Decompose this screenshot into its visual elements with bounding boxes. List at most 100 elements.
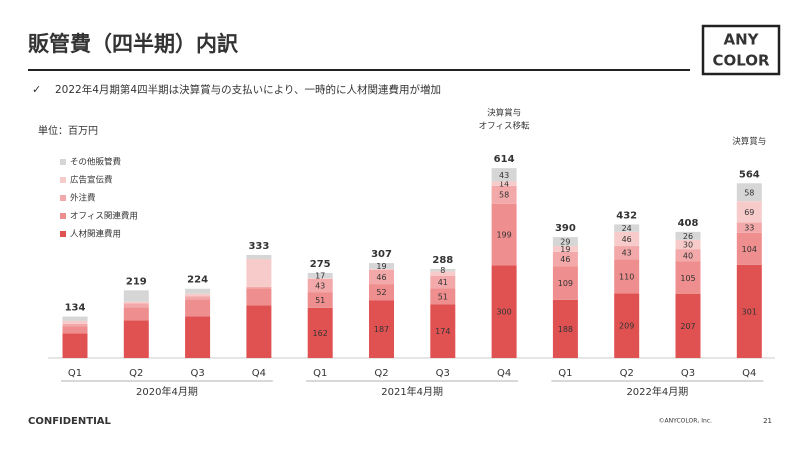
value-label: 46 <box>622 235 632 244</box>
total-label: 307 <box>371 249 392 260</box>
bar-segment <box>430 271 456 276</box>
bar-segment <box>736 222 762 233</box>
bar-segment <box>736 201 762 223</box>
legend-label: その他販管費 <box>70 157 122 168</box>
value-label: 174 <box>435 327 450 336</box>
value-label: 109 <box>558 279 573 288</box>
bar-segment <box>307 272 333 279</box>
logo-box <box>701 24 781 76</box>
bar-segment <box>185 316 211 358</box>
x-tick-label: Q2 <box>129 368 143 379</box>
value-label: 43 <box>315 281 325 290</box>
bar-segment <box>307 278 333 293</box>
x-tick-label: Q4 <box>497 368 511 379</box>
bar-segment <box>246 288 272 306</box>
value-label: 104 <box>742 245 757 254</box>
annotation: 決算賞与 <box>487 108 521 119</box>
value-label: 43 <box>499 171 509 180</box>
value-label: 19 <box>376 262 386 271</box>
bar-segment <box>491 168 517 182</box>
total-label: 390 <box>555 223 576 234</box>
bar-segment <box>430 288 456 305</box>
bar-segment <box>491 265 517 358</box>
value-label: 187 <box>374 325 389 334</box>
total-label: 408 <box>678 218 699 229</box>
x-tick-label: Q1 <box>68 368 82 379</box>
bar-segment <box>552 251 578 267</box>
value-label: 30 <box>683 241 693 250</box>
bar-segment <box>675 249 701 262</box>
bar-segment <box>736 183 762 202</box>
bar-segment <box>246 286 272 289</box>
legend-swatch <box>60 213 66 219</box>
legend-label: オフィス関連費用 <box>70 211 138 222</box>
bar-segment <box>185 299 211 317</box>
value-label: 105 <box>680 274 695 283</box>
bar-segment <box>614 231 640 247</box>
total-label: 275 <box>310 259 331 270</box>
total-label: 134 <box>65 303 86 314</box>
bar-segment <box>430 268 456 272</box>
bar-segment <box>307 307 333 358</box>
bar-segment <box>552 246 578 252</box>
value-label: 110 <box>619 272 634 281</box>
bar-segment <box>675 261 701 294</box>
bar-segment <box>552 237 578 247</box>
bar-segment <box>369 300 394 358</box>
value-label: 29 <box>560 238 570 247</box>
bar-segment <box>491 181 517 186</box>
value-label: 46 <box>376 273 386 282</box>
value-label: 41 <box>438 278 448 287</box>
value-label: 8 <box>440 266 445 275</box>
legend-label: 広告宣伝費 <box>70 175 113 186</box>
bar-segment <box>369 269 394 285</box>
value-label: 51 <box>315 296 325 305</box>
legend-swatch <box>60 231 66 237</box>
bar-segment <box>123 301 149 304</box>
check-icon: ✓ <box>32 83 41 96</box>
bar-segment <box>307 278 333 279</box>
value-label: 300 <box>496 308 511 317</box>
value-label: 207 <box>680 322 695 331</box>
legend-swatch <box>60 159 66 165</box>
annotation: オフィス移転 <box>479 121 530 132</box>
bar-segment <box>736 264 762 358</box>
total-label: 219 <box>126 276 147 287</box>
value-label: 52 <box>376 288 386 297</box>
bar-segment <box>246 259 272 287</box>
legend-swatch <box>60 177 66 183</box>
bar-segment <box>185 296 211 300</box>
logo-text: COLOR <box>712 52 770 70</box>
x-tick-label: Q1 <box>313 368 327 379</box>
bar-segment <box>369 263 394 269</box>
value-label: 43 <box>622 249 632 258</box>
bar-segment <box>614 224 640 232</box>
legend-label: 外注費 <box>70 193 96 204</box>
total-label: 288 <box>432 255 453 266</box>
confidential: CONFIDENTIAL <box>28 416 112 427</box>
bar-segment <box>369 268 394 270</box>
total-label: 224 <box>187 275 208 286</box>
value-label: 69 <box>744 208 754 217</box>
bar-segment <box>62 326 88 334</box>
bar-segment <box>123 290 149 302</box>
page-number: 21 <box>763 417 772 425</box>
total-label: 333 <box>248 241 269 252</box>
bar-segment <box>123 303 149 308</box>
bar-segment <box>736 232 762 265</box>
value-label: 51 <box>438 292 448 301</box>
bar-segment <box>307 292 333 308</box>
bar-segment <box>62 333 88 358</box>
x-tick-label: Q3 <box>681 368 695 379</box>
slide-title: 販管費（四半期）内訳 <box>28 32 239 56</box>
logo-text: ANY <box>723 31 759 49</box>
value-label: 162 <box>313 329 328 338</box>
value-label: 33 <box>744 224 754 233</box>
value-label: 46 <box>560 255 570 264</box>
value-label: 26 <box>683 232 693 241</box>
x-tick-label: Q2 <box>620 368 634 379</box>
group-label: 2020年4月期 <box>136 385 198 398</box>
legend-label: 人材関連費用 <box>70 229 121 240</box>
bar-segment <box>430 275 456 289</box>
